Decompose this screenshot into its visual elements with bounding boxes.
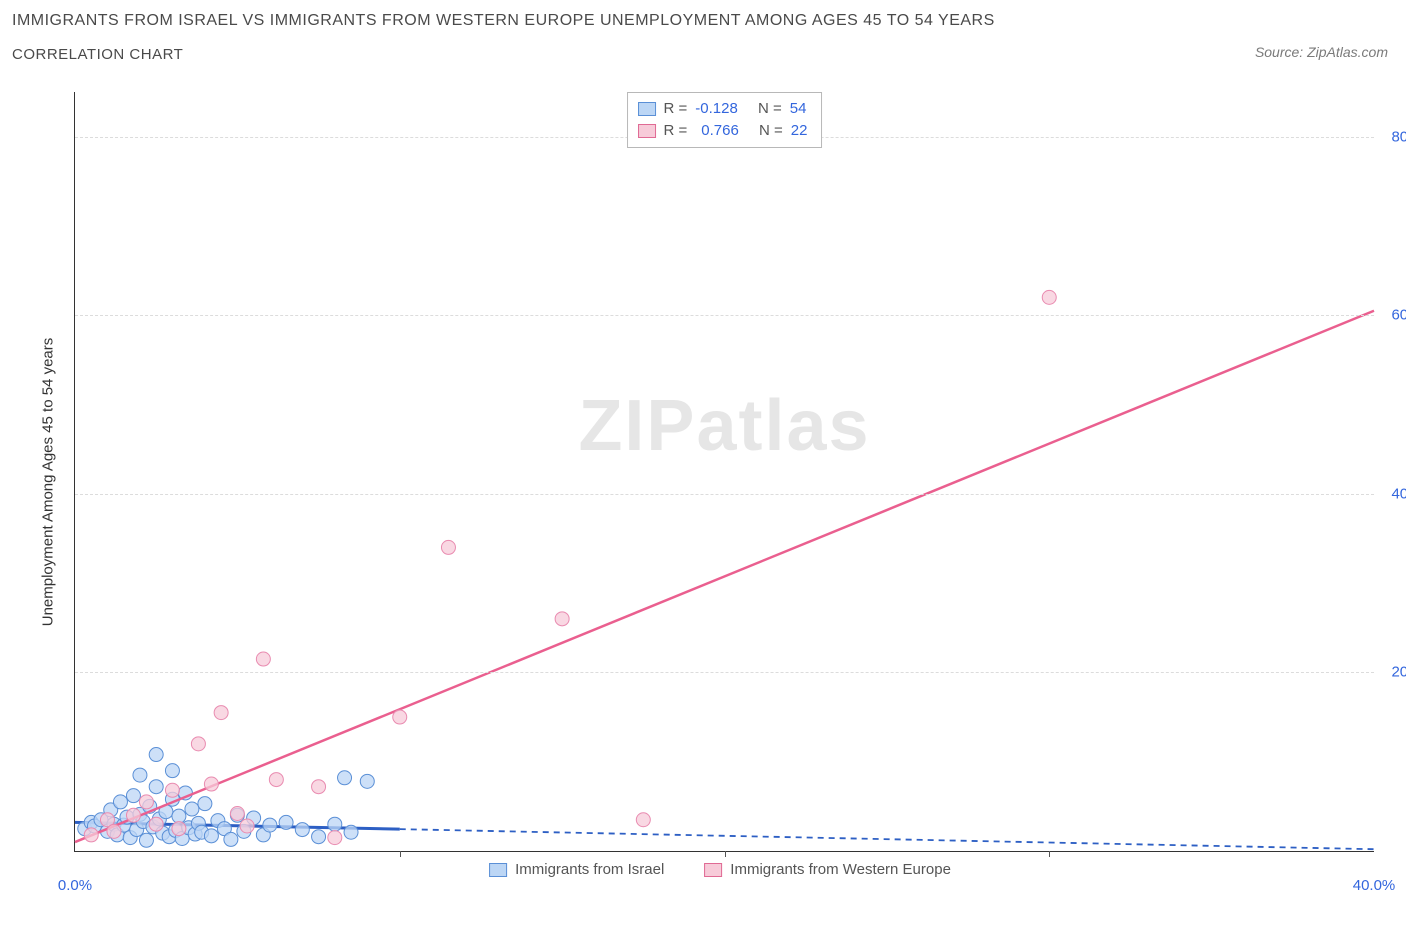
data-point	[139, 795, 153, 809]
data-point	[165, 764, 179, 778]
data-point	[230, 806, 244, 820]
swatch-icon	[638, 124, 656, 138]
n-value: 22	[791, 120, 808, 142]
y-tick-label: 40.0%	[1391, 485, 1406, 502]
data-point	[240, 819, 254, 833]
data-point	[279, 815, 293, 829]
gridline	[75, 494, 1374, 495]
data-point	[328, 817, 342, 831]
r-value: 0.766	[701, 120, 739, 142]
data-point	[256, 652, 270, 666]
data-point	[133, 768, 147, 782]
data-point	[344, 825, 358, 839]
data-point	[328, 831, 342, 845]
data-point	[312, 830, 326, 844]
data-point	[555, 612, 569, 626]
scatter-svg	[75, 92, 1374, 851]
data-point	[126, 808, 140, 822]
x-tick-label: 40.0%	[1353, 877, 1396, 894]
legend-label: Immigrants from Israel	[515, 861, 664, 878]
gridline	[75, 315, 1374, 316]
data-point	[149, 817, 163, 831]
x-tick-mark	[725, 851, 726, 857]
chart-container: IMMIGRANTS FROM ISRAEL VS IMMIGRANTS FRO…	[0, 0, 1406, 930]
data-point	[198, 797, 212, 811]
n-value: 54	[790, 98, 807, 120]
r-label: R =	[664, 120, 688, 142]
r-label: R =	[664, 98, 688, 120]
data-point	[204, 829, 218, 843]
data-point	[636, 813, 650, 827]
data-point	[149, 780, 163, 794]
y-tick-label: 60.0%	[1391, 307, 1406, 324]
trend-line	[75, 311, 1374, 842]
source-name: ZipAtlas.com	[1307, 44, 1388, 60]
data-point	[84, 828, 98, 842]
x-tick-mark	[1049, 851, 1050, 857]
swatch-icon	[489, 863, 507, 877]
legend-item: Immigrants from Israel	[489, 861, 664, 878]
data-point	[338, 771, 352, 785]
data-point	[185, 802, 199, 816]
n-label: N =	[759, 120, 783, 142]
trend-line-extrapolated	[400, 829, 1374, 849]
chart-area: Unemployment Among Ages 45 to 54 years Z…	[50, 82, 1390, 882]
y-tick-label: 20.0%	[1391, 664, 1406, 681]
data-point	[165, 783, 179, 797]
data-point	[204, 777, 218, 791]
x-tick-label: 0.0%	[58, 877, 92, 894]
swatch-icon	[638, 102, 656, 116]
chart-subtitle: CORRELATION CHART	[12, 46, 183, 63]
data-point	[393, 710, 407, 724]
correlation-stats-box: R = -0.128 N = 54 R = 0.766 N = 22	[627, 92, 823, 148]
n-label: N =	[758, 98, 782, 120]
stats-row: R = -0.128 N = 54	[638, 98, 808, 120]
data-point	[263, 818, 277, 832]
data-point	[269, 773, 283, 787]
data-point	[312, 780, 326, 794]
gridline	[75, 672, 1374, 673]
data-point	[214, 706, 228, 720]
plot-region: ZIPatlas R = -0.128 N = 54 R = 0.766 N =	[74, 92, 1374, 852]
y-tick-label: 80.0%	[1391, 128, 1406, 145]
x-tick-mark	[400, 851, 401, 857]
data-point	[172, 809, 186, 823]
stats-row: R = 0.766 N = 22	[638, 120, 808, 142]
source-prefix: Source:	[1255, 44, 1307, 60]
data-point	[224, 832, 238, 846]
data-point	[172, 822, 186, 836]
data-point	[191, 737, 205, 751]
y-axis-label: Unemployment Among Ages 45 to 54 years	[40, 338, 57, 627]
legend-item: Immigrants from Western Europe	[704, 861, 951, 878]
data-point	[149, 748, 163, 762]
data-point	[107, 824, 121, 838]
data-point	[360, 774, 374, 788]
chart-title: IMMIGRANTS FROM ISRAEL VS IMMIGRANTS FRO…	[12, 12, 995, 30]
data-point	[441, 540, 455, 554]
data-point	[126, 789, 140, 803]
r-value: -0.128	[695, 98, 738, 120]
data-point	[139, 833, 153, 847]
source-attribution: Source: ZipAtlas.com	[1255, 44, 1388, 60]
legend-label: Immigrants from Western Europe	[730, 861, 951, 878]
data-point	[295, 823, 309, 837]
swatch-icon	[704, 863, 722, 877]
legend: Immigrants from Israel Immigrants from W…	[489, 861, 951, 878]
data-point	[113, 795, 127, 809]
data-point	[1042, 290, 1056, 304]
